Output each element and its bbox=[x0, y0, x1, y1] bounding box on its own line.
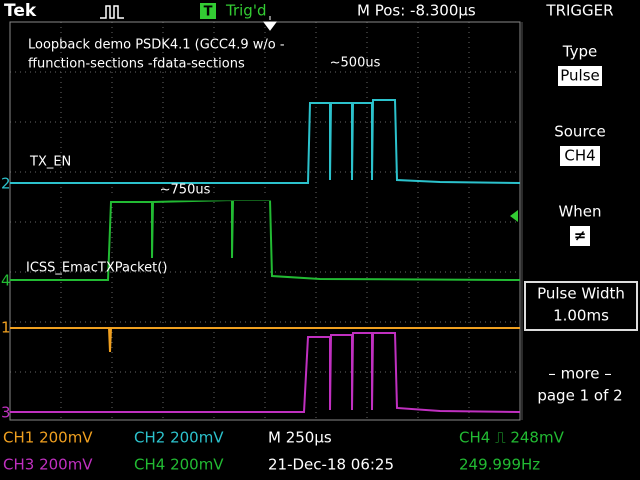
ch1-waveform bbox=[10, 327, 520, 353]
trigger-level-marker bbox=[510, 210, 518, 222]
menu-value[interactable]: 1.00ms bbox=[553, 307, 609, 325]
trigger-icon-box bbox=[200, 3, 216, 19]
ch3-waveform bbox=[10, 332, 521, 413]
status-text: CH4 ⎍ 248mV bbox=[459, 429, 565, 447]
note-line: ffunction-sections -fdata-sections bbox=[28, 57, 245, 72]
width-label: ~750us bbox=[160, 183, 211, 198]
menu-label[interactable]: Source bbox=[554, 123, 606, 141]
graticule bbox=[10, 22, 520, 420]
width-label: ~500us bbox=[330, 56, 381, 71]
menu-label[interactable]: Pulse Width bbox=[537, 285, 625, 303]
channel-marker: 4 bbox=[1, 272, 11, 290]
channel-marker: 2 bbox=[1, 175, 11, 193]
signal-label: TX_EN bbox=[29, 155, 71, 170]
brand: Tek bbox=[4, 1, 37, 21]
menu-label[interactable]: When bbox=[558, 203, 601, 221]
channel-marker: 3 bbox=[1, 404, 11, 422]
acq-icon bbox=[100, 5, 124, 19]
status-text: CH1 200mV bbox=[3, 429, 93, 447]
status-text: CH4 200mV bbox=[134, 456, 224, 474]
trigger-status: Trig'd bbox=[225, 2, 266, 20]
menu-value[interactable]: ≠ bbox=[574, 227, 587, 245]
status-text: M 250µs bbox=[268, 429, 332, 447]
menu-label[interactable]: Type bbox=[562, 43, 597, 61]
note-line: Loopback demo PSDK4.1 (GCC4.9 w/o - bbox=[28, 38, 285, 53]
trigger-position-marker bbox=[263, 16, 277, 31]
menu-value-box bbox=[560, 146, 600, 166]
status-text: 249.999Hz bbox=[459, 456, 540, 474]
status-text: 21-Dec-18 06:25 bbox=[268, 456, 394, 474]
signal-label: ICSS_EmacTXPacket() bbox=[26, 261, 167, 276]
menu-label[interactable]: – more – bbox=[548, 365, 611, 383]
menu-value[interactable]: Pulse bbox=[560, 67, 600, 85]
trigger-icon: T bbox=[204, 5, 213, 20]
status-text: CH3 200mV bbox=[3, 456, 93, 474]
position: M Pos: -8.300µs bbox=[357, 2, 476, 20]
menu-value[interactable]: page 1 of 2 bbox=[537, 387, 622, 405]
menu-value-box bbox=[570, 226, 590, 246]
status-text: CH2 200mV bbox=[134, 429, 224, 447]
menu-value-box bbox=[558, 66, 602, 86]
ch2-waveform bbox=[10, 99, 521, 184]
menu-highlight bbox=[524, 281, 638, 331]
menu-value[interactable]: CH4 bbox=[564, 147, 595, 165]
channel-marker: 1 bbox=[1, 319, 11, 337]
menu-title: TRIGGER bbox=[545, 2, 613, 20]
